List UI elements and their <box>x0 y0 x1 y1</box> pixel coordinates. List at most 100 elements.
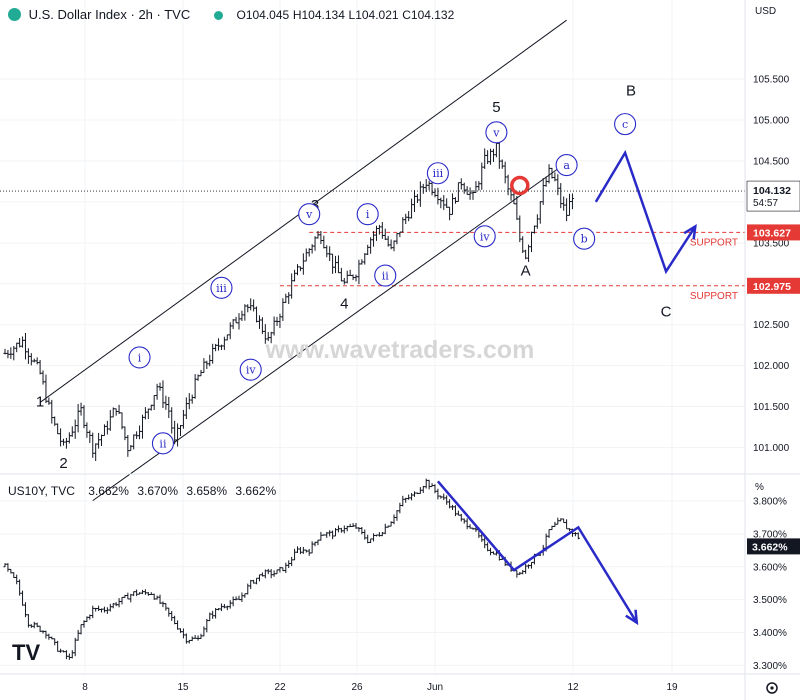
ohlc-open-label: O <box>236 8 246 22</box>
current-price-countdown: 54:57 <box>753 198 778 209</box>
wave-circle-text: v <box>492 126 500 139</box>
wave-label-major: 1 <box>36 394 44 411</box>
wave-circle <box>485 121 508 144</box>
support-price-tag-bg <box>747 277 800 294</box>
price-axis-tick-label: 102.000 <box>753 361 790 372</box>
support-label: SUPPORT <box>690 291 738 302</box>
time-axis-tick-label: 19 <box>666 682 678 693</box>
wave-circle-text: iv <box>480 230 491 243</box>
wave-label-circled: i <box>128 346 151 369</box>
time-axis-tick-label: 26 <box>351 682 363 693</box>
symbol-status-icon <box>8 8 21 21</box>
wave-label-circled: iv <box>239 358 262 381</box>
pane2-value-2: 3.670% <box>137 484 179 498</box>
support-label: SUPPORT <box>690 237 738 248</box>
wave-circle-text: ii <box>382 270 390 283</box>
wave-label-major: 5 <box>492 99 500 116</box>
time-axis-tick-label: 15 <box>177 682 189 693</box>
wave-circle-text: i <box>138 351 142 364</box>
price-bars <box>3 136 575 462</box>
price-axis-tick-label: 101.000 <box>753 443 790 454</box>
projection-arrowhead-dxy <box>683 224 697 240</box>
wave-circle <box>210 276 233 299</box>
ohlc-high-label: H <box>292 8 302 22</box>
price-axis-tick-label: 103.500 <box>753 238 790 249</box>
yield-axis-tick-label: 3.400% <box>753 628 787 639</box>
current-price-tag-bg <box>746 180 800 212</box>
yield-axis-tick-label: 3.300% <box>753 661 787 672</box>
wave-label-circled: ii <box>374 264 397 287</box>
price-bar <box>570 193 575 210</box>
ohlc-low: 104.021 <box>355 8 399 22</box>
projection-arrowhead-us10y <box>625 609 639 626</box>
ohlc-close-label: C <box>402 8 411 22</box>
yield-axis-tick-label: 3.600% <box>753 562 787 573</box>
yield-axis-tick-label: 3.800% <box>753 497 787 508</box>
yield-bar <box>576 532 580 540</box>
price-axis-tick-label: 105.500 <box>753 75 790 86</box>
wave-circle <box>426 162 449 185</box>
wave-circle <box>473 225 496 248</box>
pane2-header: US10Y, TVC 3.662% 3.670% 3.658% 3.662% <box>8 484 276 498</box>
ohlc-high: 104.134 <box>301 8 345 22</box>
wave-circle-text: iii <box>216 282 227 295</box>
pane2-value-1: 3.662% <box>88 484 129 498</box>
time-axis-tick-label: 12 <box>567 682 579 693</box>
settings-button[interactable] <box>766 682 778 694</box>
support-price-tag-value: 103.627 <box>753 227 791 239</box>
wave-circle <box>151 432 174 455</box>
wave-label-circled: ii <box>151 432 174 455</box>
wave-circle <box>298 203 321 226</box>
yield-price-tag-bg <box>747 538 800 555</box>
pane2-symbol[interactable]: US10Y, TVC <box>8 484 75 498</box>
wave-circle-text: v <box>305 208 313 221</box>
wave-circle-text: c <box>622 118 628 131</box>
wave-label-circled: iv <box>473 225 496 248</box>
wave-label-major: B <box>626 82 636 99</box>
currency-label[interactable]: USD <box>755 6 777 17</box>
wave-circle-text: a <box>563 159 570 172</box>
price-axis-tick-label: 101.500 <box>753 402 790 413</box>
support-price-tag-value: 102.975 <box>753 281 791 293</box>
wave-label-circled: b <box>573 227 596 250</box>
wave-circle-text: iv <box>246 364 257 377</box>
wave-circle <box>573 227 596 250</box>
wave-circle <box>239 358 262 381</box>
wave-labels: 12345ABCiiiiiiivviiiiiiivvabc <box>36 82 672 471</box>
chart-header: U.S. Dollar Index · 2h · TVC O104.045 H1… <box>8 7 454 22</box>
wave-circle <box>555 154 578 177</box>
chart-title[interactable]: U.S. Dollar Index · 2h · TVC <box>28 7 191 22</box>
ohlc-close: 104.132 <box>410 8 455 22</box>
eye-icon[interactable] <box>213 11 223 20</box>
tv-logo-mark: TV <box>12 640 40 665</box>
watermark-text: www.wavetraders.com <box>265 336 535 364</box>
wave-label-major: C <box>661 303 672 320</box>
price-axis-tick-label: 105.000 <box>753 116 790 127</box>
wave-circle <box>374 264 397 287</box>
yield-price-tag-value: 3.662% <box>752 541 788 553</box>
wave-circle-text: i <box>366 208 370 221</box>
wave-circle-text: ii <box>159 437 167 450</box>
wave-circle-text: iii <box>433 167 444 180</box>
wave-label-circled: v <box>298 203 321 226</box>
projection-path-us10y <box>436 480 638 624</box>
wave-label-circled: c <box>614 113 637 136</box>
wave-label-circled: iii <box>426 162 449 185</box>
wave-circle <box>128 346 151 369</box>
wave-label-major: 2 <box>59 455 67 472</box>
wave-circle <box>356 203 379 226</box>
tv-logo: TV <box>12 640 40 665</box>
gear-icon[interactable] <box>766 682 778 694</box>
time-axis-tick-label: 22 <box>274 682 286 693</box>
wave-label-major: 4 <box>340 295 348 312</box>
wave-circle-text: b <box>581 233 588 246</box>
pane2-unit-label: % <box>755 482 764 493</box>
price-axis-tick-label: 102.500 <box>753 320 790 331</box>
yield-axis-tick-label: 3.700% <box>753 529 787 540</box>
wave-label-major: A <box>521 263 531 280</box>
yield-bars <box>3 478 580 660</box>
time-axis-tick-label: Jun <box>427 682 443 693</box>
gear-icon-center <box>770 686 774 690</box>
